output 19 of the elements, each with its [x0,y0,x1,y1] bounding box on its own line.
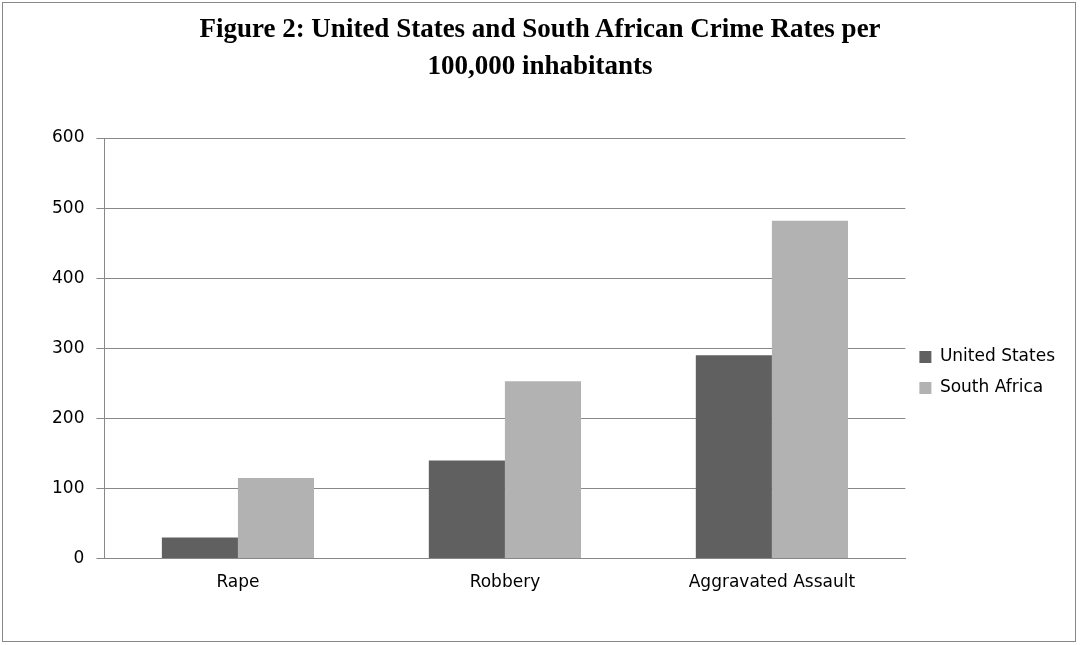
x-tick-label: Rape [216,571,260,592]
y-tick-label: 500 [51,196,85,217]
chart-title: Figure 2: United States and South African Crime Rates per 100,000 inhabitants [198,12,882,82]
bar [237,477,315,559]
legend-label: South Africa [939,376,1044,397]
x-tick-label: Aggravated Assault [688,571,856,592]
bar [161,537,238,559]
bar [504,381,582,559]
y-tick-label: 100 [51,476,85,497]
y-tick-label: 200 [51,406,85,427]
y-tick-label: 0 [73,547,85,568]
legend-label: United States [939,345,1056,366]
y-tick-label: 600 [51,126,85,147]
y-tick-label: 300 [51,336,85,357]
bar [428,460,505,559]
bar [771,220,848,559]
bar [695,355,772,559]
x-tick-label: Robbery [469,571,541,592]
y-tick-label: 400 [51,266,85,287]
